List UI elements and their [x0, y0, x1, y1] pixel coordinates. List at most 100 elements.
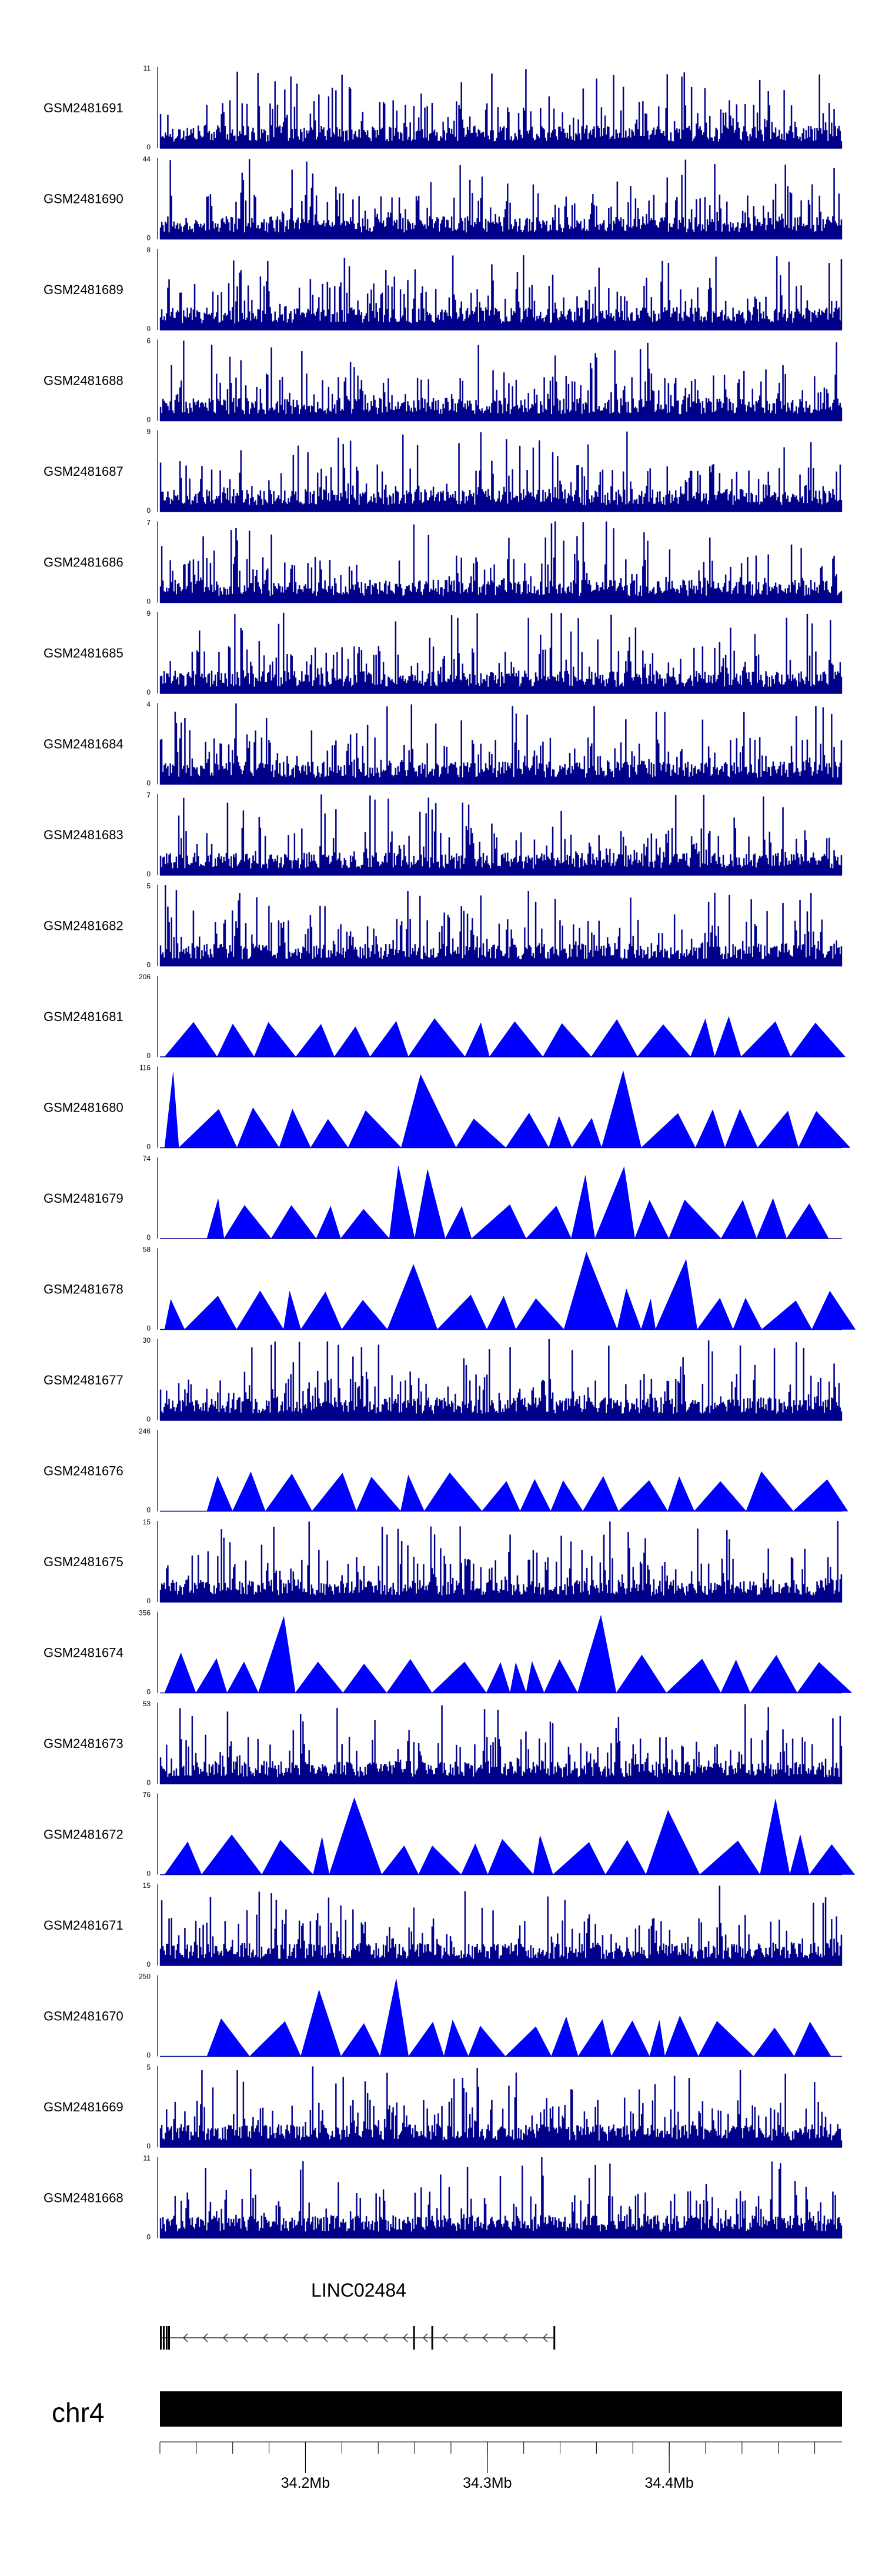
- track-ymin-label: 0: [146, 1143, 151, 1151]
- track-ymin-label: 0: [146, 1052, 151, 1060]
- track-label: GSM2481670: [44, 2009, 123, 2024]
- coverage-area: [164, 1070, 851, 1149]
- track-ymax-label: 11: [143, 64, 151, 72]
- strand-arrow: [262, 2333, 268, 2343]
- track-ymin-label: 0: [146, 506, 151, 515]
- track-label: GSM2481683: [44, 827, 123, 842]
- chromosome-label: chr4: [52, 2397, 104, 2428]
- coverage-area: [159, 1339, 843, 1421]
- track-label: GSM2481677: [44, 1373, 123, 1387]
- track-label: GSM2481682: [44, 919, 123, 933]
- track-ymin-label: 0: [146, 1688, 151, 1696]
- tick-label: 34.3Mb: [463, 2475, 512, 2491]
- track-label: GSM2481685: [44, 646, 123, 660]
- track-GSM2481689: GSM2481689 8 0: [44, 246, 843, 333]
- coverage-area: [159, 612, 843, 694]
- track-ymax-label: 9: [146, 609, 151, 618]
- gene-exon: [163, 2326, 165, 2350]
- track-ymax-label: 250: [139, 1973, 151, 1981]
- track-ymin-label: 0: [146, 688, 151, 696]
- track-label: GSM2481690: [44, 192, 123, 206]
- track-GSM2481686: GSM2481686 7 0: [44, 519, 843, 606]
- strand-arrow: [382, 2333, 388, 2343]
- coverage-area: [159, 255, 843, 331]
- track-label: GSM2481678: [44, 1282, 123, 1297]
- track-GSM2481675: GSM2481675 15 0: [44, 1518, 843, 1605]
- gene-exon: [431, 2326, 433, 2350]
- tick-label: 34.4Mb: [644, 2475, 693, 2491]
- track-GSM2481673: GSM2481673 53 0: [44, 1700, 843, 1787]
- strand-arrow: [402, 2333, 408, 2343]
- coverage-area: [159, 431, 843, 512]
- track-GSM2481680: GSM2481680 116 0: [44, 1064, 851, 1151]
- track-ymin-label: 0: [146, 416, 151, 424]
- track-label: GSM2481691: [44, 101, 123, 115]
- strand-arrow: [462, 2333, 468, 2343]
- track-ymin-label: 0: [146, 1324, 151, 1333]
- track-GSM2481681: GSM2481681 206 0: [44, 973, 846, 1060]
- coverage-area: [164, 1252, 856, 1330]
- track-GSM2481690: GSM2481690 44 0: [44, 155, 843, 242]
- track-label: GSM2481673: [44, 1736, 123, 1751]
- coverage-area: [206, 1978, 831, 2057]
- chromosome-ideogram: chr4: [52, 2391, 842, 2428]
- track-ymax-label: 9: [146, 428, 151, 436]
- coverage-area: [164, 1016, 846, 1058]
- strand-arrow: [242, 2333, 248, 2343]
- track-label: GSM2481672: [44, 1827, 123, 1842]
- track-ymin-label: 0: [146, 2051, 151, 2060]
- track-ymin-label: 0: [146, 1960, 151, 1968]
- track-ymax-label: 5: [146, 2063, 151, 2071]
- track-ymax-label: 11: [143, 2154, 151, 2163]
- track-label: GSM2481684: [44, 737, 123, 752]
- track-ymax-label: 7: [146, 791, 151, 799]
- track-GSM2481672: GSM2481672 76 0: [44, 1791, 856, 1878]
- track-ymin-label: 0: [146, 1870, 151, 1878]
- track-GSM2481669: GSM2481669 5 0: [44, 2063, 843, 2150]
- track-ymin-label: 0: [146, 1415, 151, 1423]
- track-label: GSM2481674: [44, 1646, 123, 1660]
- track-GSM2481684: GSM2481684 4 0: [44, 700, 843, 788]
- gene-exon: [166, 2326, 168, 2350]
- coverage-area: [159, 159, 843, 239]
- track-ymin-label: 0: [146, 143, 151, 151]
- strand-arrow: [322, 2333, 328, 2343]
- coverage-area: [164, 1615, 853, 1694]
- coverage-area: [159, 2066, 843, 2148]
- gene-label: LINC02484: [311, 2280, 406, 2301]
- track-label: GSM2481679: [44, 1191, 123, 1206]
- track-label: GSM2481687: [44, 464, 123, 479]
- strand-arrow: [202, 2333, 208, 2343]
- coverage-area: [159, 885, 843, 966]
- track-ymax-label: 74: [143, 1154, 151, 1163]
- gene-exon: [413, 2326, 415, 2350]
- coverage-area: [159, 1886, 843, 1966]
- strand-arrow: [182, 2333, 188, 2343]
- strand-arrow: [362, 2333, 368, 2343]
- coverage-area: [159, 521, 843, 603]
- strand-arrow: [482, 2333, 488, 2343]
- track-ymax-label: 58: [143, 1246, 151, 1254]
- track-GSM2481682: GSM2481682 5 0: [44, 882, 843, 969]
- strand-arrow: [302, 2333, 308, 2343]
- coverage-area: [159, 341, 843, 421]
- track-ymax-label: 206: [139, 973, 151, 981]
- genomic-axis: 34.2Mb 34.3Mb 34.4Mb: [159, 2441, 842, 2491]
- track-GSM2481670: GSM2481670 250 0: [44, 1973, 842, 2060]
- coverage-area: [159, 794, 843, 876]
- track-GSM2481678: GSM2481678 58 0: [44, 1246, 856, 1333]
- track-GSM2481683: GSM2481683 7 0: [44, 791, 843, 878]
- track-label: GSM2481680: [44, 1100, 123, 1115]
- track-label: GSM2481681: [44, 1009, 123, 1024]
- track-ymin-label: 0: [146, 1233, 151, 1242]
- strand-arrow: [442, 2333, 448, 2343]
- strand-arrow: [282, 2333, 288, 2343]
- coverage-area: [159, 1704, 843, 1784]
- strand-arrow: [522, 2333, 528, 2343]
- track-label: GSM2481689: [44, 282, 123, 297]
- chromosome-bar: [160, 2391, 842, 2427]
- track-ymin-label: 0: [146, 598, 151, 606]
- track-ymax-label: 356: [139, 1609, 151, 1617]
- track-label: GSM2481676: [44, 1464, 123, 1479]
- coverage-area: [159, 69, 843, 149]
